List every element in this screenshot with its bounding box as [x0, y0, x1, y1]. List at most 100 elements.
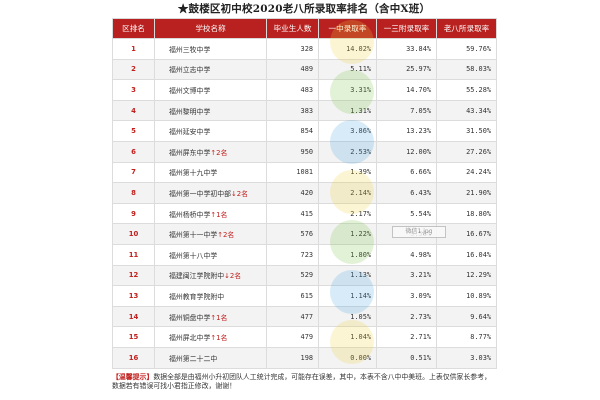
grads-cell: 950 [266, 140, 319, 163]
yisanfu-rate-cell: 13.23% [376, 120, 437, 142]
yisanfu-rate-cell: 2.73% [376, 305, 437, 328]
grads-cell: 198 [266, 346, 319, 369]
table-row: 15 福州屏北中学↑1名 479 1.04% 2.71% 8.77% [112, 326, 497, 348]
school-name: 福州屏北中学 [169, 334, 211, 343]
rank-cell: 10 [112, 223, 155, 245]
yizhong-rate-cell: 1.13% [318, 264, 377, 287]
rank-cell: 15 [112, 326, 155, 348]
yizhong-rate-cell: 2.14% [318, 182, 377, 204]
rank-cell: 3 [112, 79, 155, 101]
table-header-row: 区排名 学校名称 毕业生人数 一中录取率 一三附录取率 老八所录取率 [112, 18, 497, 39]
yizhong-rate-cell: 2.53% [318, 140, 377, 163]
school-cell: 福州文博中学 [154, 79, 267, 101]
rank-cell: 5 [112, 120, 155, 142]
rank-change: 2名 [236, 189, 249, 198]
school-cell: 福州第十八中学 [154, 243, 267, 266]
rank-cell: 4 [112, 99, 155, 122]
school-name: 福州杨桥中学 [169, 210, 211, 219]
rank-change: 1名 [216, 334, 228, 343]
school-cell: 福建闽江学院附中↓2名 [154, 264, 267, 287]
rank-up-arrow-icon: ↑ [210, 313, 217, 322]
school-name: 福州延安中学 [169, 128, 211, 137]
school-cell: 福州立志中学 [154, 58, 267, 81]
rank-cell: 6 [112, 140, 155, 163]
school-cell: 福州屏北中学↑1名 [154, 326, 267, 348]
yizhong-rate-cell: 1.31% [318, 99, 377, 122]
grads-cell: 479 [266, 326, 319, 348]
col-header-rank: 区排名 [112, 18, 155, 39]
yizhong-rate-cell: 3.86% [318, 120, 377, 142]
school-name: 福州三牧中学 [169, 45, 211, 54]
rank-change: 2名 [216, 148, 228, 157]
rank-cell: 13 [112, 285, 155, 307]
table-body: 1 福州三牧中学 328 14.02% 33.84% 59.76% 2 福州立志中学 489 5.… [112, 38, 497, 369]
yisanfu-rate-cell: 14.70% [376, 79, 437, 101]
table-row: 16 福州第二十二中 198 0.00% 0.51% 3.03% [112, 346, 497, 369]
grads-cell: 383 [266, 99, 319, 122]
grads-cell: 483 [266, 79, 319, 101]
laobasuo-rate-cell: 3.03% [436, 346, 497, 369]
school-cell: 福州延安中学 [154, 120, 267, 142]
school-name: 福州屏东中学 [169, 148, 211, 157]
rank-cell: 7 [112, 161, 155, 184]
yizhong-rate-cell: 2.17% [318, 202, 377, 225]
grads-cell: 529 [266, 264, 319, 287]
laobasuo-rate-cell: 12.29% [436, 264, 497, 287]
laobasuo-rate-cell: 31.50% [436, 120, 497, 142]
laobasuo-rate-cell: 16.04% [436, 243, 497, 266]
grads-cell: 615 [266, 285, 319, 307]
grads-cell: 854 [266, 120, 319, 142]
school-cell: 福州铜盘中学↑1名 [154, 305, 267, 328]
school-cell: 福州屏东中学↑2名 [154, 140, 267, 163]
yizhong-rate-cell: 1.22% [318, 223, 377, 245]
school-cell: 福州教育学院附中 [154, 285, 267, 307]
yizhong-rate-cell: 1.14% [318, 285, 377, 307]
rank-cell: 16 [112, 346, 155, 369]
rank-cell: 8 [112, 182, 155, 204]
yisanfu-rate-cell: 3.21% [376, 264, 437, 287]
table-row: 1 福州三牧中学 328 14.02% 33.84% 59.76% [112, 38, 497, 60]
yisanfu-rate-cell: 0.51% [376, 346, 437, 369]
table-row: 13 福州教育学院附中 615 1.14% 3.09% 10.89% [112, 285, 497, 307]
rank-change: 1名 [216, 313, 228, 322]
image-label-badge: 微信1.jpg [392, 226, 446, 238]
school-cell: 福州第十一中学↑2名 [154, 223, 267, 245]
laobasuo-rate-cell: 24.24% [436, 161, 497, 184]
table-row: 14 福州铜盘中学↑1名 477 1.05% 2.73% 9.64% [112, 305, 497, 328]
school-name: 福州第一中学初中部 [169, 189, 232, 198]
yizhong-rate-cell: 0.00% [318, 346, 377, 369]
rank-cell: 12 [112, 264, 155, 287]
yisanfu-rate-cell: 7.05% [376, 99, 437, 122]
col-header-yizhong-rate: 一中录取率 [318, 18, 377, 39]
table-row: 7 福州第十九中学 1081 1.39% 6.66% 24.24% [112, 161, 497, 184]
rank-down-arrow-icon: ↓ [231, 189, 237, 198]
laobasuo-rate-cell: 59.76% [436, 38, 497, 60]
table-row: 11 福州第十八中学 723 1.80% 4.98% 16.04% [112, 243, 497, 266]
rank-cell: 11 [112, 243, 155, 266]
grads-cell: 576 [266, 223, 319, 245]
school-name: 福州立志中学 [169, 66, 211, 75]
rank-down-arrow-icon: ↓ [224, 272, 230, 281]
yisanfu-rate-cell: 6.43% [376, 182, 437, 204]
col-header-laobasuo-rate: 老八所录取率 [436, 18, 497, 39]
rank-cell: 9 [112, 202, 155, 225]
laobasuo-rate-cell: 10.89% [436, 285, 497, 307]
ranking-sheet: ★鼓楼区初中校2020老八所录取率排名（含中X班） 区排名 学校名称 毕业生人数… [112, 0, 497, 400]
laobasuo-rate-cell: 27.26% [436, 140, 497, 163]
school-cell: 福州杨桥中学↑1名 [154, 202, 267, 225]
rank-up-arrow-icon: ↑ [210, 334, 217, 343]
laobasuo-rate-cell: 18.80% [436, 202, 497, 225]
yisanfu-rate-cell: 2.71% [376, 326, 437, 348]
yisanfu-rate-cell: 4.98% [376, 243, 437, 266]
page-title: ★鼓楼区初中校2020老八所录取率排名（含中X班） [177, 3, 431, 15]
grads-cell: 420 [266, 182, 319, 204]
laobasuo-rate-cell: 21.90% [436, 182, 497, 204]
school-name: 福建闽江学院附中 [169, 272, 225, 281]
yizhong-rate-cell: 3.31% [318, 79, 377, 101]
col-header-yisanfu-rate: 一三附录取率 [376, 18, 437, 39]
rank-cell: 14 [112, 305, 155, 328]
school-cell: 福州第一中学初中部↓2名 [154, 182, 267, 204]
laobasuo-rate-cell: 43.34% [436, 99, 497, 122]
school-name: 福州文博中学 [169, 86, 211, 95]
rank-up-arrow-icon: ↑ [210, 148, 217, 157]
